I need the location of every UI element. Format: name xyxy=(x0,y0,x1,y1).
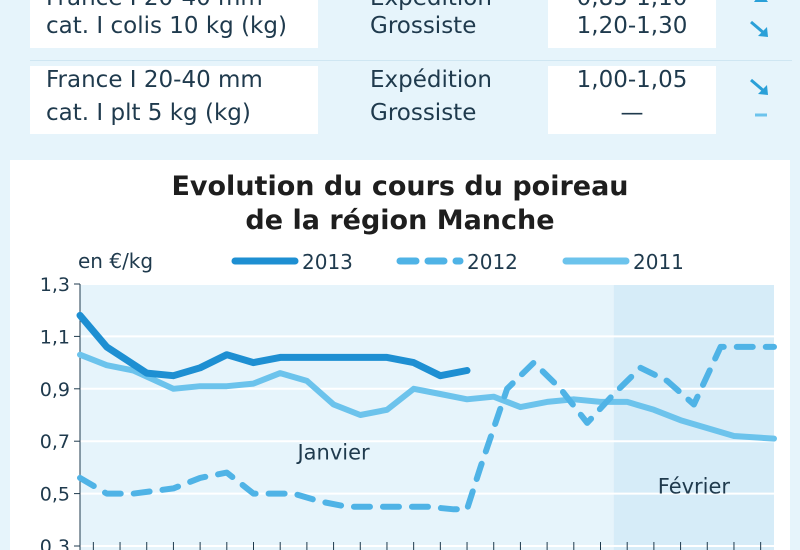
legend-label-2012: 2012 xyxy=(467,250,518,274)
leek-price-chart: 1,3 1,1 0,9 0,7 0,5 0,3 Janvier Février en €/k… xyxy=(40,249,777,550)
y-tick-label: 1,3 xyxy=(40,274,70,296)
chart-title-line2: de la région Manche xyxy=(245,205,555,236)
series-line-2012 xyxy=(77,343,777,513)
row2-label-line1: France I 20-40 mm xyxy=(46,67,263,93)
y-tick-label: 1,1 xyxy=(40,326,70,348)
y-tick-label: 0,5 xyxy=(40,484,70,506)
row1-price-line2: 1,20-1,30 xyxy=(576,13,688,39)
row1-price-line1: 0,85-1,10 xyxy=(548,0,716,14)
trend-up-icon xyxy=(754,0,768,2)
chart-title-line1: Evolution du cours du poireau xyxy=(171,171,629,202)
series-line-2011 xyxy=(77,351,777,442)
row1-label-line2: cat. I colis 10 kg (kg) xyxy=(46,13,287,39)
row2-market-line2: Grossiste xyxy=(370,100,477,126)
row1-market-line2: Grossiste xyxy=(370,13,477,39)
chart-panel: Evolution du cours du poireau de la régi… xyxy=(10,160,790,550)
row2-label-line2: cat. I plt 5 kg (kg) xyxy=(46,100,251,126)
series-line-2013 xyxy=(76,311,471,380)
month-label: Janvier xyxy=(295,441,370,465)
legend: 2013 2012 2011 xyxy=(231,250,684,274)
price-table: France I 20-40 mm cat. I colis 10 kg (kg… xyxy=(30,0,792,135)
label-box xyxy=(30,66,318,134)
trend-down-icon xyxy=(750,20,768,37)
label-box xyxy=(30,0,318,48)
february-band xyxy=(613,284,774,550)
trend-stable-icon xyxy=(755,113,767,117)
row2-price-line2: — xyxy=(620,100,644,126)
price-box xyxy=(548,66,716,134)
row2-market-line1: Expédition xyxy=(370,67,492,93)
row1-label-line1: France I 20-40 mm xyxy=(30,0,318,14)
month-label: Février xyxy=(658,475,731,499)
trend-down-icon xyxy=(750,78,768,95)
y-axis-label: en €/kg xyxy=(78,249,153,273)
price-box xyxy=(548,0,716,48)
row1-market-line1: Expédition xyxy=(370,0,492,14)
row-separator xyxy=(30,60,792,61)
legend-label-2013: 2013 xyxy=(302,250,353,274)
legend-label-2011: 2011 xyxy=(633,250,684,274)
y-tick-label: 0,3 xyxy=(40,536,70,550)
y-tick-label: 0,9 xyxy=(40,379,70,401)
row2-price-line1: 1,00-1,05 xyxy=(576,67,688,93)
y-tick-label: 0,7 xyxy=(40,431,70,453)
